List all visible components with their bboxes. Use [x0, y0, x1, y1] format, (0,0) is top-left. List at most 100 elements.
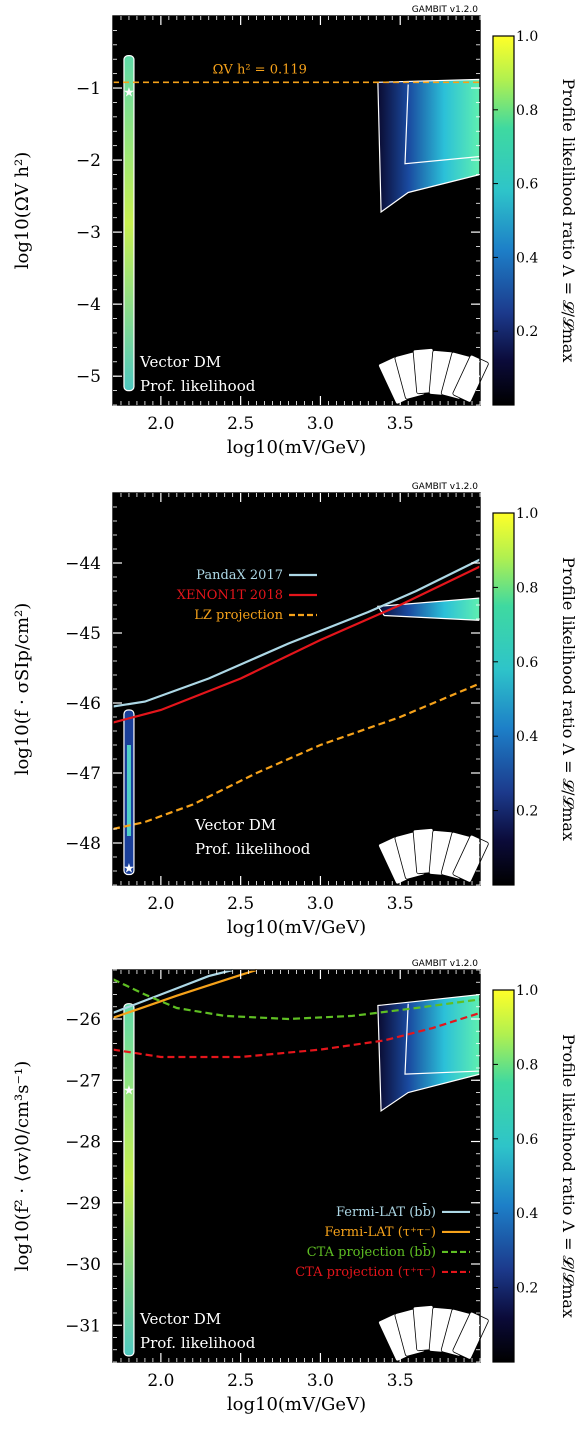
colorbar-tick-label: 1.0 [516, 506, 538, 522]
y-tick-label: −28 [65, 1133, 101, 1153]
y-axis-label: log10(ΩV h²) [12, 152, 33, 270]
annotation-method: Prof. likelihood [195, 840, 311, 858]
x-axis-label: log10(mV/GeV) [227, 437, 366, 458]
colorbar-gradient [492, 35, 515, 406]
y-tick-label: −3 [76, 223, 101, 243]
contour-inner [404, 84, 481, 165]
colorbar-label: Profile likelihood ratio Λ = 𝓛/𝓛max [559, 1034, 576, 1318]
plot-area [113, 493, 480, 885]
colorbar-tick-label: 0.6 [516, 655, 538, 671]
series-line-2 [112, 565, 481, 724]
annotation-model: Vector DM [139, 1310, 221, 1328]
x-tick-label: 3.0 [307, 894, 334, 914]
legend-label-1: PandaX 2017 [196, 568, 283, 583]
series-line-1 [112, 968, 233, 1014]
likelihood-region [377, 78, 481, 214]
legend: PandaX 2017 XENON1T 2018 LZ projection [177, 568, 317, 623]
colorbar-tick-label: 1.0 [516, 983, 538, 999]
colorbar-label: Profile likelihood ratio Λ = 𝓛/𝓛max [559, 79, 576, 363]
colorbar: 0.2 0.4 0.6 0.8 1.0 Profile likelihood ratio … [492, 506, 576, 886]
x-axis-label: log10(mV/GeV) [227, 1394, 366, 1415]
y-axis-label: log10(f² · ⟨σv⟩0/cm³s⁻¹) [12, 1061, 33, 1271]
colorbar-gradient [492, 512, 515, 886]
version-tag: GAMBIT v1.2.0 [412, 959, 479, 969]
series-line-3 [112, 682, 481, 831]
y-tick-label: −45 [65, 624, 101, 644]
annotation-model: Vector DM [139, 353, 221, 371]
legend: Fermi-LAT (bb̄) Fermi-LAT (τ⁺τ⁻) CTA proje… [295, 1203, 470, 1280]
legend-label-2: Fermi-LAT (τ⁺τ⁻) [325, 1225, 436, 1240]
colorbar-tick-label: 1.0 [516, 29, 538, 45]
x-tick-label: 3.0 [307, 414, 334, 434]
colorbar: 0.2 0.4 0.6 0.8 1.0 Profile likelihood ratio … [492, 983, 576, 1363]
relic-density-label: ΩV h² = 0.119 [213, 62, 307, 77]
colorbar-tick-label: 0.4 [516, 729, 538, 745]
annotation-method: Prof. likelihood [140, 1334, 256, 1352]
colorbar-gradient [492, 989, 515, 1363]
y-tick-label: −44 [65, 554, 101, 574]
y-axis-label: log10(f · σSIp/cm²) [12, 603, 33, 776]
colorbar-tick-label: 0.6 [516, 1132, 538, 1148]
likelihood-strip [123, 1003, 135, 1357]
x-tick-label: 3.5 [387, 1371, 414, 1391]
contour-inner [404, 1003, 481, 1075]
best-fit-marker: ★ [123, 862, 135, 877]
colorbar-label: Profile likelihood ratio Λ = 𝓛/𝓛max [559, 557, 576, 841]
best-fit-marker: ★ [123, 1083, 135, 1098]
series-line-1 [112, 558, 481, 708]
colorbar-tick-label: 0.8 [516, 1057, 538, 1073]
x-axis-label: log10(mV/GeV) [227, 917, 366, 938]
panel-3: ★ Fermi-LAT (bb̄) Fermi-LAT (τ⁺τ⁻) CTA proj… [12, 959, 576, 1415]
colorbar-tick-label: 0.2 [516, 1281, 538, 1297]
likelihood-region [377, 993, 481, 1112]
legend-label-2: XENON1T 2018 [177, 588, 283, 603]
x-tick-label: 2.5 [227, 894, 254, 914]
legend-label-3: CTA projection (bb̄) [307, 1243, 436, 1260]
colorbar-tick-label: 0.6 [516, 177, 538, 193]
colorbar-tick-label: 0.4 [516, 1206, 538, 1222]
x-tick-label: 3.5 [387, 894, 414, 914]
colorbar-tick-label: 0.8 [516, 580, 538, 596]
legend-label-4: CTA projection (τ⁺τ⁻) [295, 1265, 436, 1280]
x-tick-label: 3.0 [307, 1371, 334, 1391]
colorbar-tick-label: 0.2 [516, 804, 538, 820]
y-tick-label: −1 [76, 79, 101, 99]
y-tick-label: −26 [65, 1010, 101, 1030]
panel-2: ★ PandaX 2017 XENON1T 2018 LZ projection Vec… [12, 482, 576, 938]
version-tag: GAMBIT v1.2.0 [412, 482, 479, 492]
x-tick-label: 2.0 [147, 414, 174, 434]
likelihood-strip-core [126, 745, 131, 836]
y-tick-label: −47 [65, 764, 101, 784]
version-tag: GAMBIT v1.2.0 [412, 5, 479, 15]
gambit-logo [378, 348, 489, 405]
colorbar-tick-label: 0.4 [516, 250, 538, 266]
annotation-model: Vector DM [194, 816, 276, 834]
annotation-method: Prof. likelihood [140, 377, 256, 395]
colorbar-tick-label: 0.8 [516, 103, 538, 119]
y-tick-label: −5 [76, 367, 101, 387]
y-tick-label: −31 [65, 1316, 101, 1336]
panel-1: ΩV h² = 0.119 ★ Vector DM Prof. likelihood 2… [12, 5, 576, 458]
x-tick-label: 2.0 [147, 1371, 174, 1391]
x-tick-label: 2.5 [227, 414, 254, 434]
y-tick-label: −29 [65, 1194, 101, 1214]
series-line-3 [112, 978, 481, 1021]
legend-label-1: Fermi-LAT (bb̄) [336, 1203, 436, 1220]
y-tick-label: −27 [65, 1071, 101, 1091]
likelihood-strip [123, 55, 135, 392]
y-tick-label: −48 [65, 834, 101, 854]
x-tick-label: 3.5 [387, 414, 414, 434]
colorbar: 0.2 0.4 0.6 0.8 1.0 Profile likelihood ratio … [492, 29, 576, 406]
legend-label-3: LZ projection [194, 608, 283, 623]
x-tick-label: 2.5 [227, 1371, 254, 1391]
y-tick-label: −2 [76, 151, 101, 171]
y-tick-label: −46 [65, 694, 101, 714]
series-line-4 [112, 1011, 481, 1059]
y-tick-label: −4 [76, 295, 101, 315]
y-tick-label: −30 [65, 1255, 101, 1275]
colorbar-tick-label: 0.2 [516, 324, 538, 340]
best-fit-marker: ★ [123, 86, 135, 101]
x-tick-label: 2.0 [147, 894, 174, 914]
series-line-2 [112, 968, 257, 1019]
